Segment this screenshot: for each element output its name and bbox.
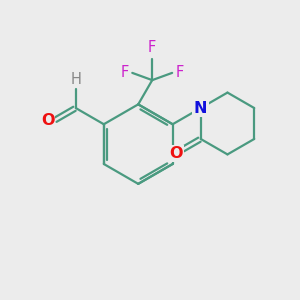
Text: H: H — [70, 72, 81, 87]
Text: N: N — [194, 100, 207, 116]
Text: O: O — [41, 113, 54, 128]
Text: F: F — [148, 40, 156, 56]
Text: O: O — [169, 146, 183, 161]
Text: F: F — [121, 65, 129, 80]
Text: F: F — [176, 65, 184, 80]
